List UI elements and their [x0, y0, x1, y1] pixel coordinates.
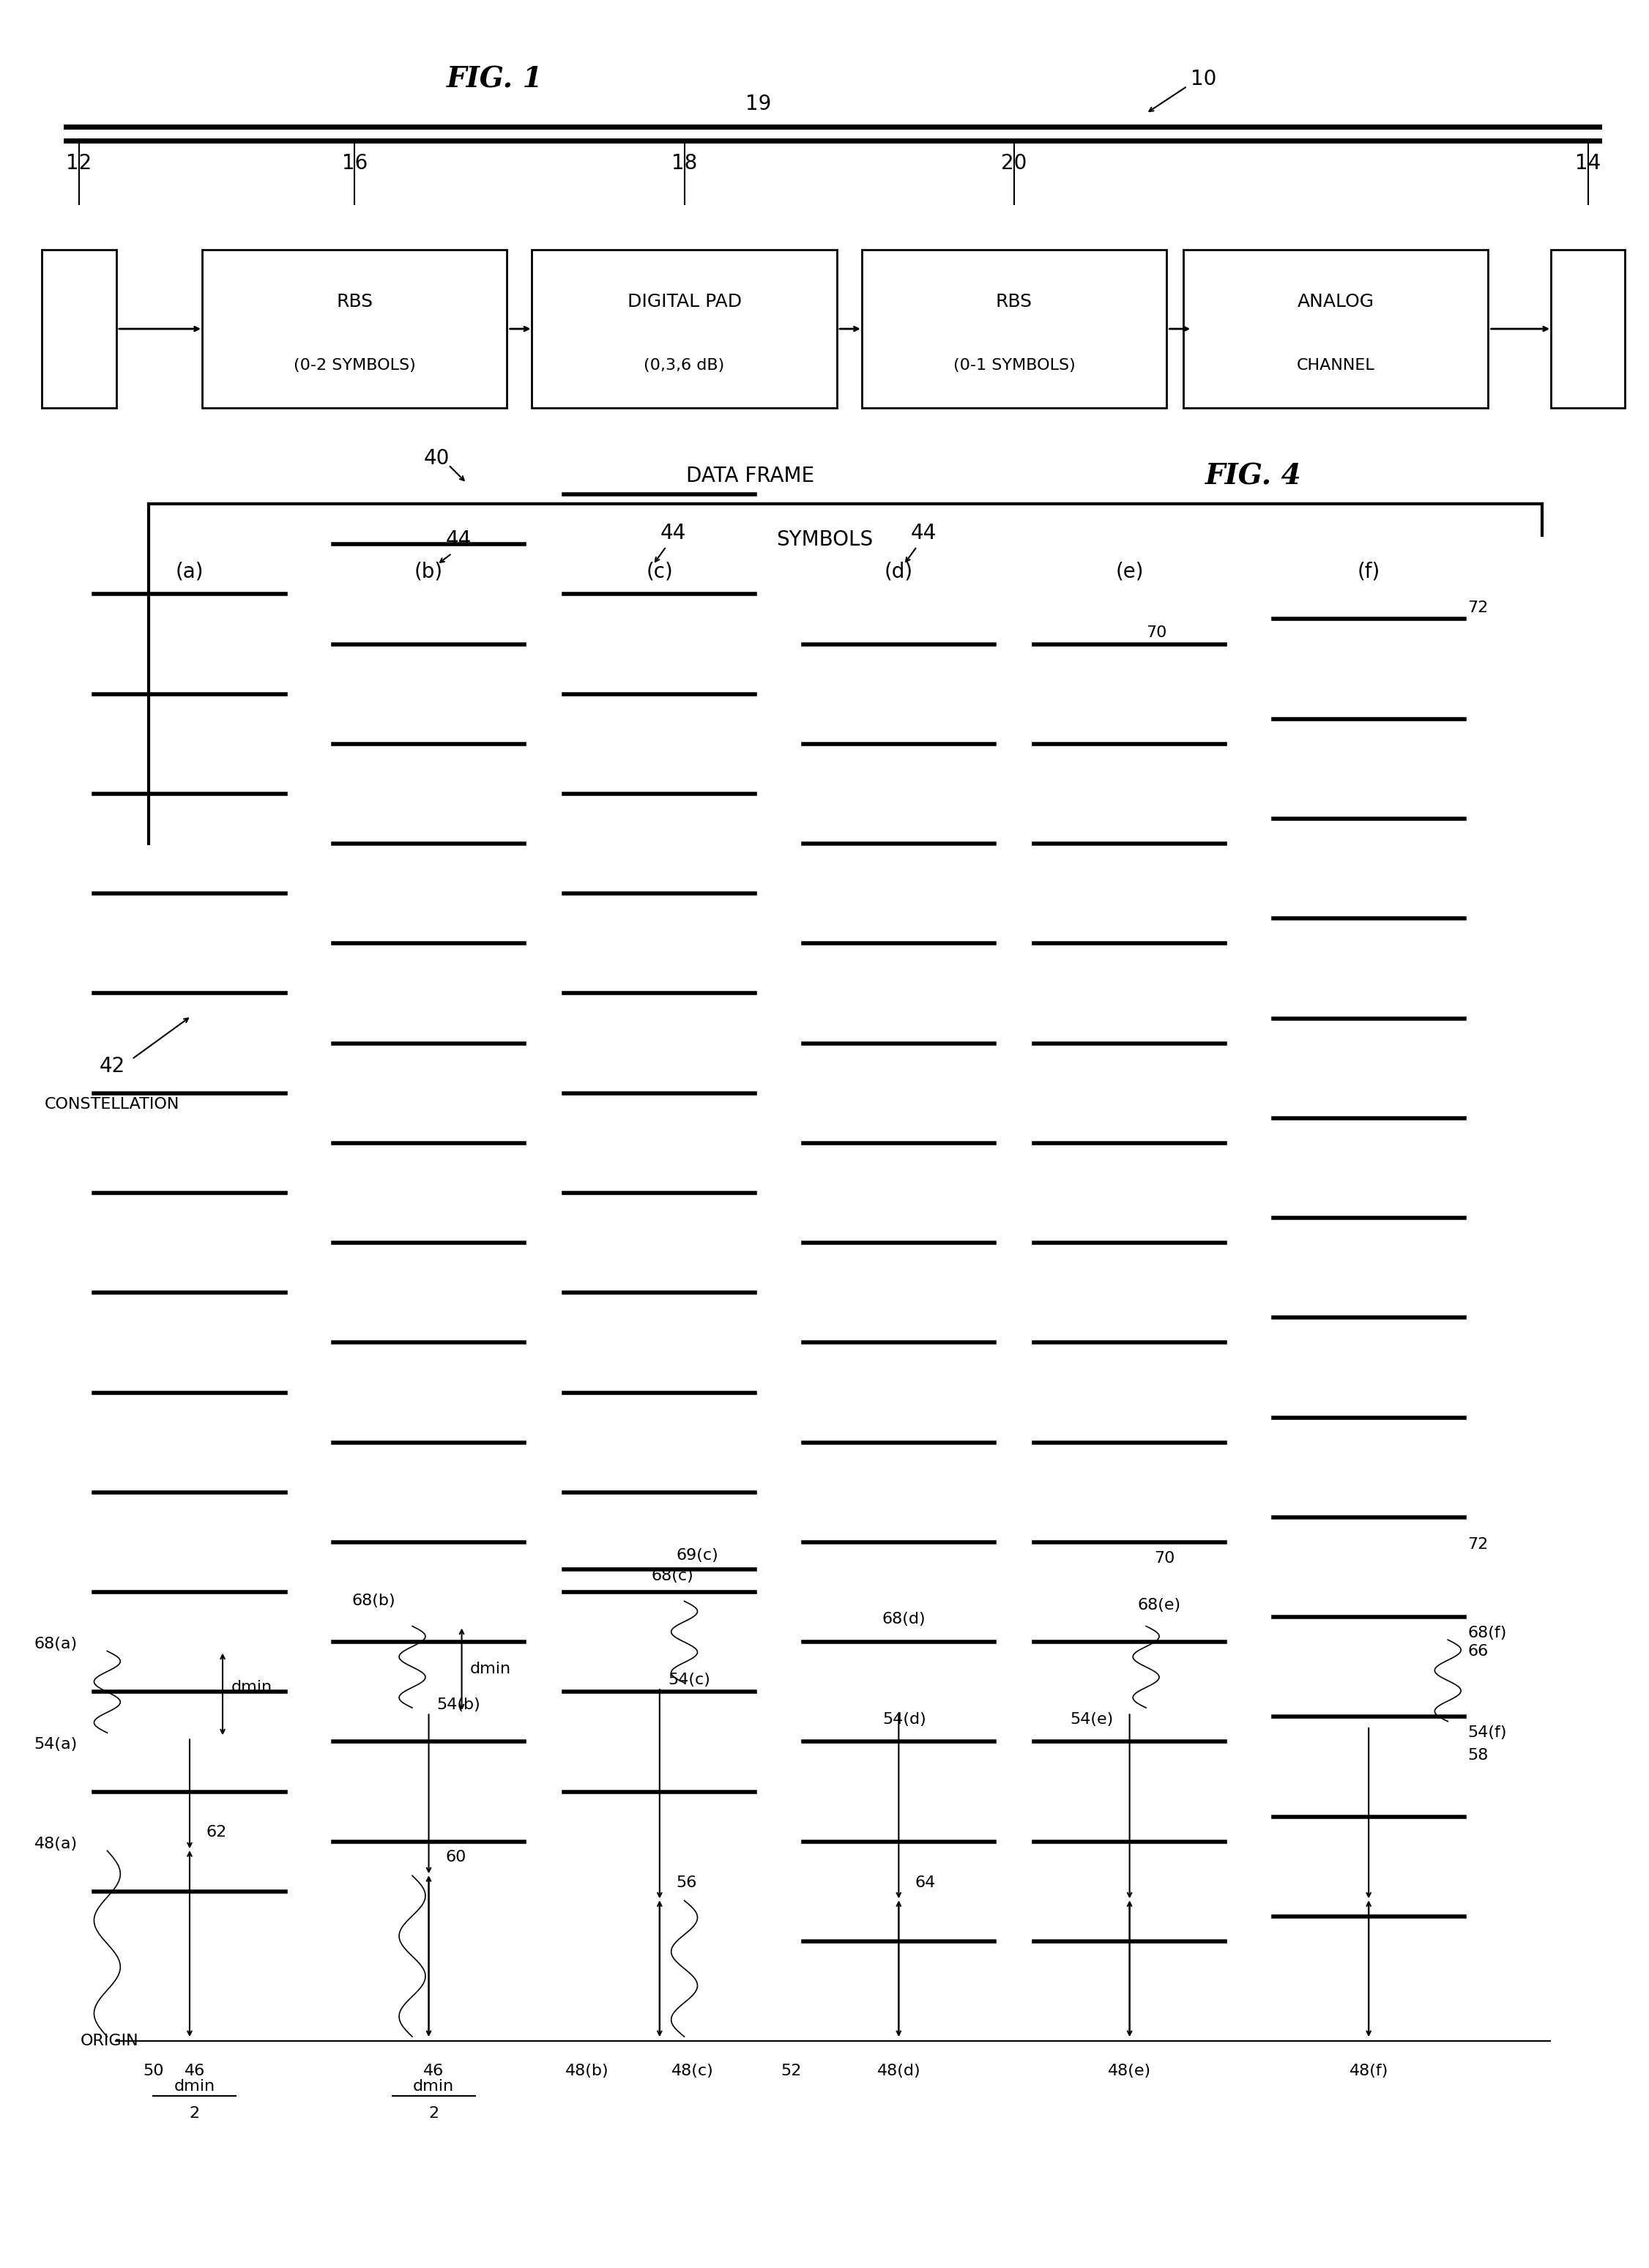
Text: 16: 16 — [341, 152, 368, 175]
Bar — [203, 249, 508, 408]
Text: (0-2 SYMBOLS): (0-2 SYMBOLS) — [294, 358, 416, 372]
Text: 72: 72 — [1468, 1538, 1489, 1551]
Text: 12: 12 — [66, 152, 92, 175]
Text: 60: 60 — [445, 1851, 467, 1864]
Text: 50: 50 — [143, 2064, 163, 2077]
Text: (a): (a) — [175, 560, 204, 583]
Text: 48(b): 48(b) — [566, 2064, 608, 2077]
Text: 48(f): 48(f) — [1349, 2064, 1388, 2077]
Text: (d): (d) — [884, 560, 914, 583]
Text: 66: 66 — [1468, 1644, 1489, 1658]
Text: 56: 56 — [676, 1876, 698, 1889]
Text: (c): (c) — [646, 560, 673, 583]
Text: 46: 46 — [424, 2064, 444, 2077]
Text: (0,3,6 dB): (0,3,6 dB) — [645, 358, 724, 372]
Text: DIGITAL PAD: DIGITAL PAD — [627, 293, 742, 311]
Text: 48(e): 48(e) — [1108, 2064, 1151, 2077]
Text: 58: 58 — [1468, 1749, 1489, 1762]
Bar — [861, 249, 1167, 408]
Text: 44: 44 — [660, 522, 686, 544]
Text: 2: 2 — [429, 2107, 439, 2121]
Text: 70: 70 — [1154, 1551, 1176, 1565]
Text: 48(c): 48(c) — [671, 2064, 714, 2077]
Text: (f): (f) — [1357, 560, 1380, 583]
Text: ANALOG: ANALOG — [1298, 293, 1374, 311]
Text: FIG. 4: FIG. 4 — [1205, 463, 1301, 490]
Text: 18: 18 — [671, 152, 698, 175]
Text: RBS: RBS — [996, 293, 1032, 311]
Text: CHANNEL: CHANNEL — [1296, 358, 1375, 372]
Text: 44: 44 — [910, 522, 937, 544]
Bar — [1550, 249, 1626, 408]
Text: (b): (b) — [414, 560, 444, 583]
Text: 19: 19 — [745, 93, 772, 116]
Text: 48(a): 48(a) — [35, 1837, 78, 1851]
Text: 68(b): 68(b) — [353, 1594, 396, 1608]
Text: 54(c): 54(c) — [668, 1674, 711, 1687]
Text: 64: 64 — [915, 1876, 937, 1889]
Text: 70: 70 — [1146, 626, 1167, 640]
Text: dmin: dmin — [470, 1662, 511, 1676]
Text: 40: 40 — [424, 447, 450, 469]
Text: 14: 14 — [1575, 152, 1601, 175]
Text: 46: 46 — [185, 2064, 204, 2077]
Text: 48(d): 48(d) — [877, 2064, 920, 2077]
Text: RBS: RBS — [336, 293, 373, 311]
Text: 20: 20 — [1001, 152, 1027, 175]
Text: 2: 2 — [190, 2107, 200, 2121]
Text: 68(f): 68(f) — [1468, 1626, 1507, 1640]
Text: 68(a): 68(a) — [35, 1637, 78, 1651]
Text: 54(a): 54(a) — [35, 1737, 78, 1751]
Text: 54(d): 54(d) — [882, 1712, 927, 1726]
Text: dmin: dmin — [414, 2080, 453, 2093]
Text: 42: 42 — [99, 1055, 125, 1077]
Text: 44: 44 — [445, 528, 472, 551]
Text: SYMBOLS: SYMBOLS — [777, 528, 872, 551]
Text: 52: 52 — [782, 2064, 801, 2077]
Text: DATA FRAME: DATA FRAME — [686, 465, 815, 488]
Text: (e): (e) — [1115, 560, 1144, 583]
Text: 72: 72 — [1468, 601, 1489, 615]
Text: FIG. 1: FIG. 1 — [447, 66, 543, 93]
Text: 62: 62 — [206, 1826, 228, 1839]
Bar — [43, 249, 115, 408]
Text: (0-1 SYMBOLS): (0-1 SYMBOLS) — [953, 358, 1075, 372]
Text: 54(f): 54(f) — [1468, 1726, 1507, 1740]
Bar — [1184, 249, 1489, 408]
Text: ORIGIN: ORIGIN — [81, 2034, 139, 2048]
Text: CONSTELLATION: CONSTELLATION — [45, 1098, 180, 1111]
Text: 68(d): 68(d) — [882, 1613, 925, 1626]
Text: 54(e): 54(e) — [1070, 1712, 1113, 1726]
Text: 10: 10 — [1191, 68, 1217, 91]
Text: dmin: dmin — [175, 2080, 214, 2093]
Text: 69(c): 69(c) — [676, 1549, 719, 1563]
Text: 68(c): 68(c) — [651, 1569, 694, 1583]
Bar — [531, 249, 838, 408]
Text: 68(e): 68(e) — [1138, 1599, 1181, 1613]
Text: dmin: dmin — [231, 1681, 272, 1694]
Text: 54(b): 54(b) — [437, 1699, 482, 1712]
